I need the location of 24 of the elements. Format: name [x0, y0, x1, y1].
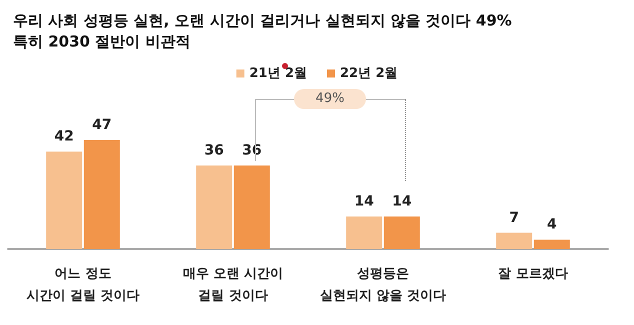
text: 49%: [294, 89, 366, 109]
x-tick-label: 어느 정도 시간이 걸릴 것이다: [26, 266, 140, 304]
bar: [534, 240, 570, 249]
legend-label: 22년 2월: [340, 66, 398, 81]
data-label: 36: [204, 142, 224, 159]
data-label: 7: [509, 210, 519, 226]
bar: [46, 152, 82, 249]
bar: [196, 166, 232, 249]
bar: [346, 216, 382, 249]
bar: [84, 140, 120, 249]
x-tick-label: 잘 모르겠다: [498, 266, 568, 282]
data-label: 14: [392, 194, 412, 210]
data-label: 42: [54, 128, 74, 145]
chart-title: 우리 사회 성평등 실현, 오랜 시간이 걸리거나 실현되지 않을 것이다 49%: [13, 12, 512, 30]
x-tick-label: 매우 오랜 시간이 걸릴 것이다: [182, 266, 284, 304]
bar: [234, 166, 270, 249]
legend-label: 21년 2월: [249, 66, 308, 81]
data-label: 47: [92, 117, 112, 133]
bar: [384, 216, 420, 249]
bar: [496, 232, 532, 249]
x-tick-label: 성평등은 실현되지 않을 것이다: [320, 266, 446, 304]
data-label: 4: [547, 216, 558, 233]
chart-subtitle: 특히 2030 절반이 비관적: [13, 32, 190, 50]
data-label: 14: [354, 194, 374, 210]
